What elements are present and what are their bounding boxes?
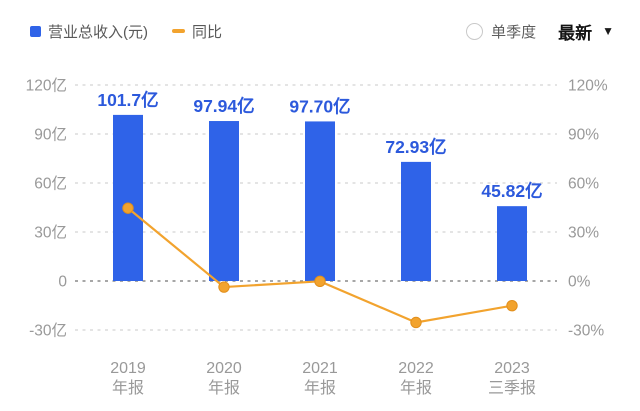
chart-controls: 单季度 最新 ▼ — [466, 19, 614, 44]
left-axis-tick: 0 — [58, 274, 67, 291]
right-axis-tick: 120% — [568, 78, 608, 95]
left-axis-tick: 90亿 — [34, 126, 67, 144]
legend-item-revenue[interactable]: 营业总收入(元) — [30, 21, 148, 42]
bar-value-label: 97.70亿 — [289, 96, 350, 116]
left-axis-tick: 30亿 — [34, 224, 67, 242]
yoy-point — [218, 281, 230, 293]
revenue-bar — [209, 121, 239, 281]
right-axis-tick: 30% — [568, 225, 599, 242]
bar-value-label: 72.93亿 — [385, 137, 446, 157]
right-axis-tick: -30% — [568, 323, 604, 340]
yoy-point — [506, 299, 518, 312]
right-axis-tick: 60% — [568, 176, 599, 193]
quarterly-radio-label: 单季度 — [491, 23, 537, 41]
x-axis-label-year: 2019 — [110, 360, 146, 377]
left-axis-tick: -30亿 — [29, 322, 67, 340]
bar-value-label: 45.82亿 — [481, 181, 542, 201]
left-axis-tick: 60亿 — [34, 175, 67, 193]
chevron-down-icon: ▼ — [602, 24, 614, 38]
revenue-bar — [113, 114, 143, 281]
legend-label-revenue: 营业总收入(元) — [48, 23, 148, 41]
legend-label-yoy: 同比 — [192, 23, 223, 41]
right-axis-tick: 90% — [568, 127, 599, 144]
yoy-swatch-icon — [172, 29, 185, 33]
x-axis-label-year: 2023 — [494, 360, 530, 377]
bar-value-label: 97.94亿 — [193, 96, 254, 116]
period-dropdown-value: 最新 — [558, 23, 593, 43]
x-axis-label-period: 三季报 — [488, 379, 536, 397]
revenue-bar — [305, 121, 335, 281]
x-axis-label-period: 年报 — [112, 379, 144, 397]
x-axis-label-period: 年报 — [208, 379, 240, 397]
legend-item-yoy[interactable]: 同比 — [172, 21, 222, 42]
yoy-point — [122, 202, 134, 214]
revenue-bar — [401, 161, 431, 281]
radio-circle-icon — [466, 22, 484, 40]
bar-value-label: 101.7亿 — [97, 90, 158, 110]
left-axis-tick: 120亿 — [26, 77, 67, 95]
x-axis-label-period: 年报 — [400, 379, 432, 397]
x-axis-label-year: 2020 — [206, 360, 242, 377]
x-axis-label-year: 2021 — [302, 360, 338, 377]
x-axis-label-year: 2022 — [398, 360, 434, 377]
yoy-point — [410, 316, 422, 329]
legend: 营业总收入(元) 同比 — [30, 21, 222, 42]
yoy-point — [314, 275, 326, 288]
period-dropdown[interactable]: 最新 ▼ — [558, 19, 614, 44]
revenue-bar — [497, 206, 527, 281]
right-axis-tick: 0% — [568, 274, 591, 291]
revenue-swatch-icon — [30, 25, 41, 37]
chart-header: 营业总收入(元) 同比 单季度 最新 ▼ — [30, 18, 614, 44]
x-axis-label-period: 年报 — [304, 379, 336, 397]
quarterly-radio[interactable]: 单季度 — [466, 21, 536, 42]
